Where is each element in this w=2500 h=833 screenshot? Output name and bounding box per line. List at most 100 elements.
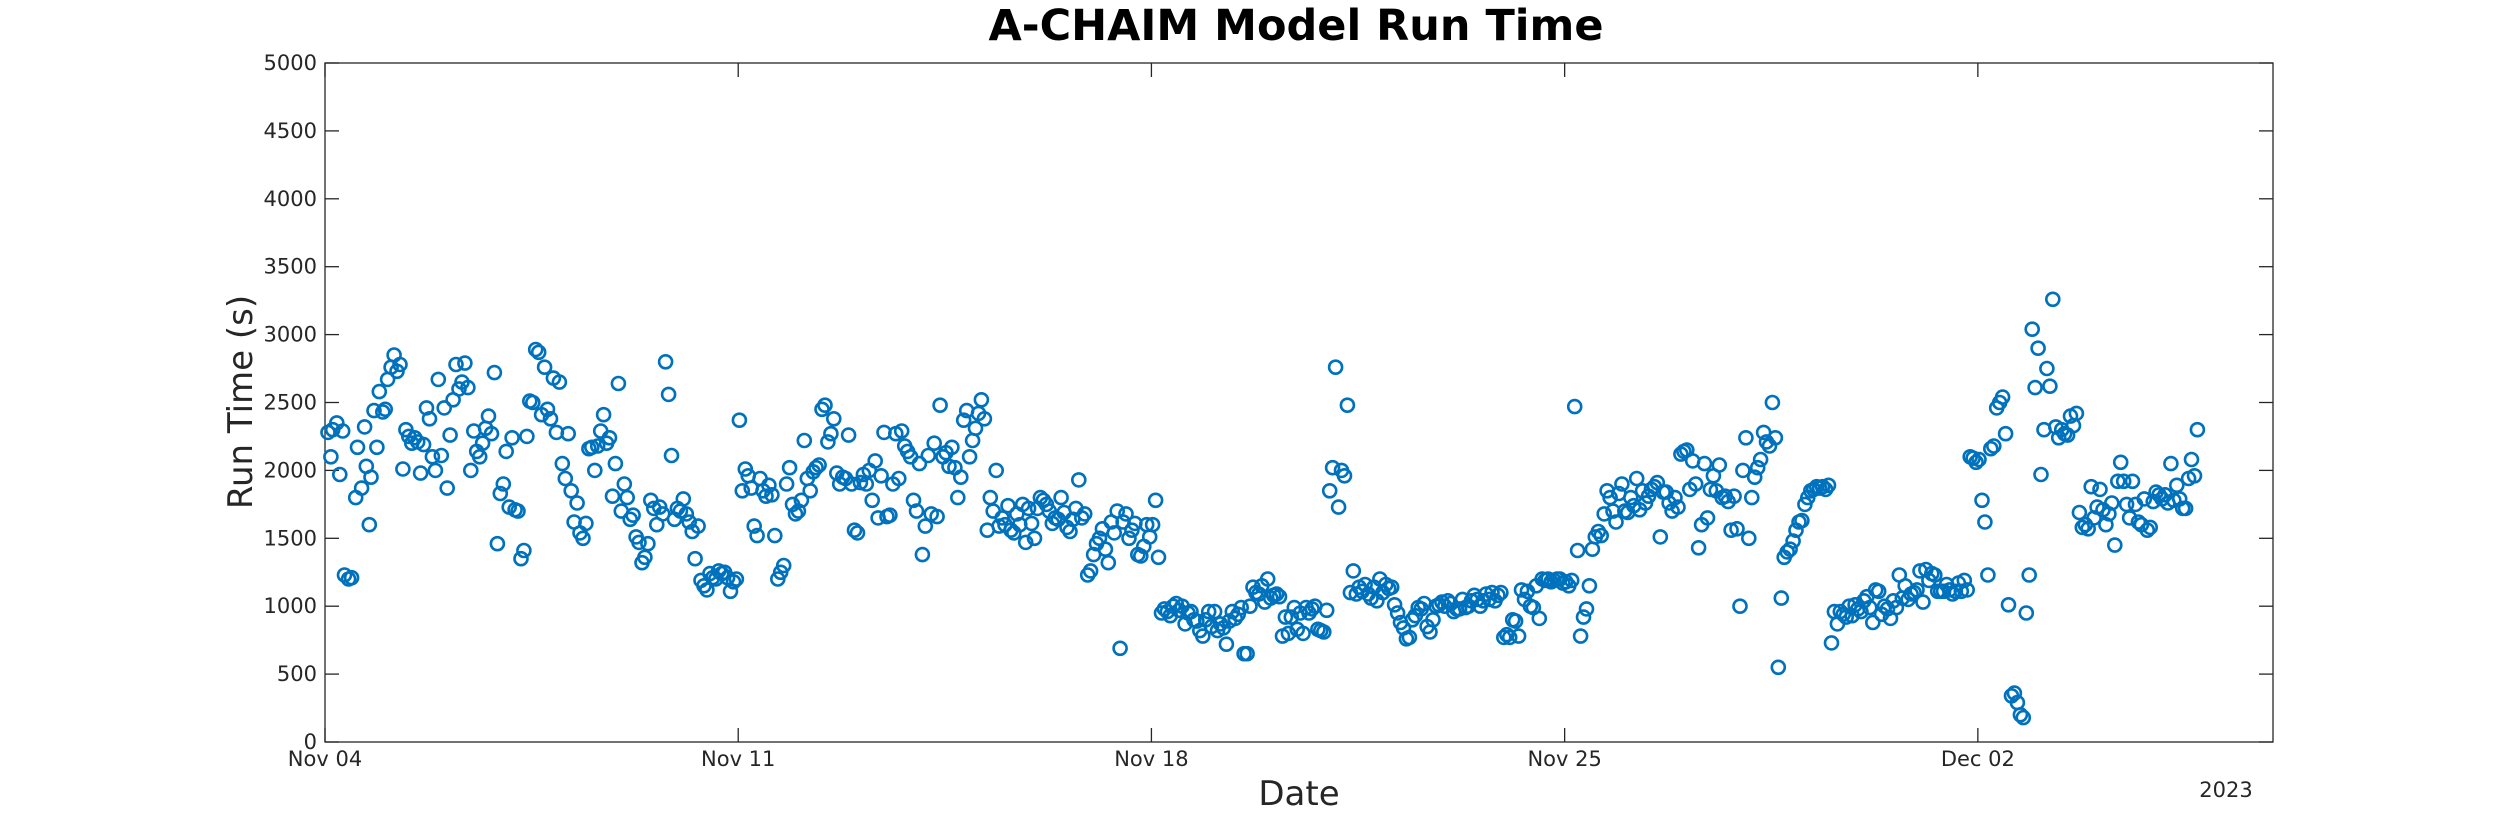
data-point <box>908 503 925 519</box>
data-point <box>530 344 547 361</box>
y-tick-label: 4500 <box>264 119 317 143</box>
x-tick-label: Nov 11 <box>701 747 775 771</box>
data-point <box>1566 398 1583 415</box>
data-point <box>442 427 458 443</box>
data-point <box>1820 477 1837 494</box>
data-point <box>1451 601 1468 617</box>
data-point <box>1690 539 1707 556</box>
x-tick-label: Dec 02 <box>1941 747 2015 771</box>
data-point <box>631 534 647 551</box>
y-tick-label: 0 <box>304 730 317 754</box>
x-tick-label: Nov 04 <box>288 747 362 771</box>
data-point <box>2124 473 2141 490</box>
data-point <box>820 434 836 450</box>
data-point <box>578 515 594 532</box>
data-point <box>734 482 751 499</box>
data-point <box>687 550 703 567</box>
data-point <box>1493 584 1509 601</box>
data-point <box>551 374 568 390</box>
data-point <box>1020 500 1037 517</box>
data-point <box>1490 587 1506 604</box>
data-point <box>764 486 780 503</box>
data-point <box>349 439 366 456</box>
data-point <box>920 447 937 464</box>
data-point <box>864 492 881 509</box>
plot-area <box>324 62 2274 743</box>
data-point <box>787 506 804 522</box>
data-point <box>2045 291 2061 308</box>
data-point <box>483 425 500 442</box>
data-point <box>749 527 765 544</box>
data-point <box>893 423 910 439</box>
data-point <box>427 462 444 479</box>
data-point <box>1986 438 2002 454</box>
x-axis-secondary-label: 2023 <box>2199 778 2252 802</box>
data-point <box>1729 520 1745 537</box>
data-point <box>1906 584 1922 601</box>
data-point <box>1569 542 1586 559</box>
data-point <box>2142 519 2158 536</box>
data-point <box>583 439 600 456</box>
data-point <box>1956 572 1973 589</box>
data-point <box>1773 590 1790 606</box>
data-point <box>1563 572 1580 589</box>
data-point <box>663 447 680 464</box>
data-point <box>1357 576 1373 593</box>
data-point <box>601 429 618 446</box>
data-point <box>1997 425 2014 442</box>
data-point <box>371 383 388 400</box>
data-point <box>1280 625 1297 642</box>
data-point <box>775 557 792 574</box>
data-point <box>495 476 512 492</box>
data-point <box>504 429 520 446</box>
data-point <box>1259 571 1276 587</box>
x-axis-label: Date <box>1258 774 1339 814</box>
data-point <box>849 525 866 541</box>
data-point <box>361 516 378 533</box>
data-point <box>2183 451 2200 468</box>
data-point <box>492 485 509 502</box>
data-point <box>1652 529 1669 545</box>
data-point <box>781 459 798 476</box>
data-point <box>811 457 827 473</box>
data-point <box>2021 567 2037 583</box>
data-point <box>1496 629 1512 646</box>
data-point <box>823 425 839 442</box>
data-point <box>967 420 984 437</box>
data-point <box>1785 533 1801 549</box>
data-point <box>1324 459 1341 476</box>
data-point <box>554 455 571 472</box>
data-point <box>825 410 842 427</box>
data-point <box>1386 596 1403 613</box>
data-point <box>1339 397 1356 414</box>
data-point <box>625 507 641 524</box>
data-point <box>539 401 556 418</box>
data-point <box>840 427 857 443</box>
data-point <box>1971 451 1987 468</box>
data-point <box>1735 462 1751 479</box>
data-point <box>336 567 353 583</box>
data-point <box>1206 603 1223 620</box>
data-point <box>1572 628 1589 644</box>
data-point <box>392 356 408 373</box>
data-point <box>2083 478 2099 495</box>
data-point <box>433 447 450 464</box>
data-point <box>439 480 456 496</box>
data-point <box>867 453 884 469</box>
data-point <box>932 397 948 414</box>
data-point <box>988 462 1005 479</box>
data-point <box>1076 506 1093 522</box>
data-point <box>2000 596 2017 613</box>
data-point <box>1118 506 1134 522</box>
data-point <box>2115 473 2132 490</box>
data-point <box>1133 548 1149 564</box>
data-point <box>1746 469 1763 486</box>
data-point <box>374 404 391 420</box>
data-point <box>1277 609 1294 625</box>
data-point <box>914 546 931 563</box>
data-point <box>2033 466 2049 483</box>
data-point <box>1628 470 1645 487</box>
data-point <box>1593 527 1609 544</box>
data-point <box>1687 476 1704 492</box>
y-tick-label: 3000 <box>264 323 317 347</box>
